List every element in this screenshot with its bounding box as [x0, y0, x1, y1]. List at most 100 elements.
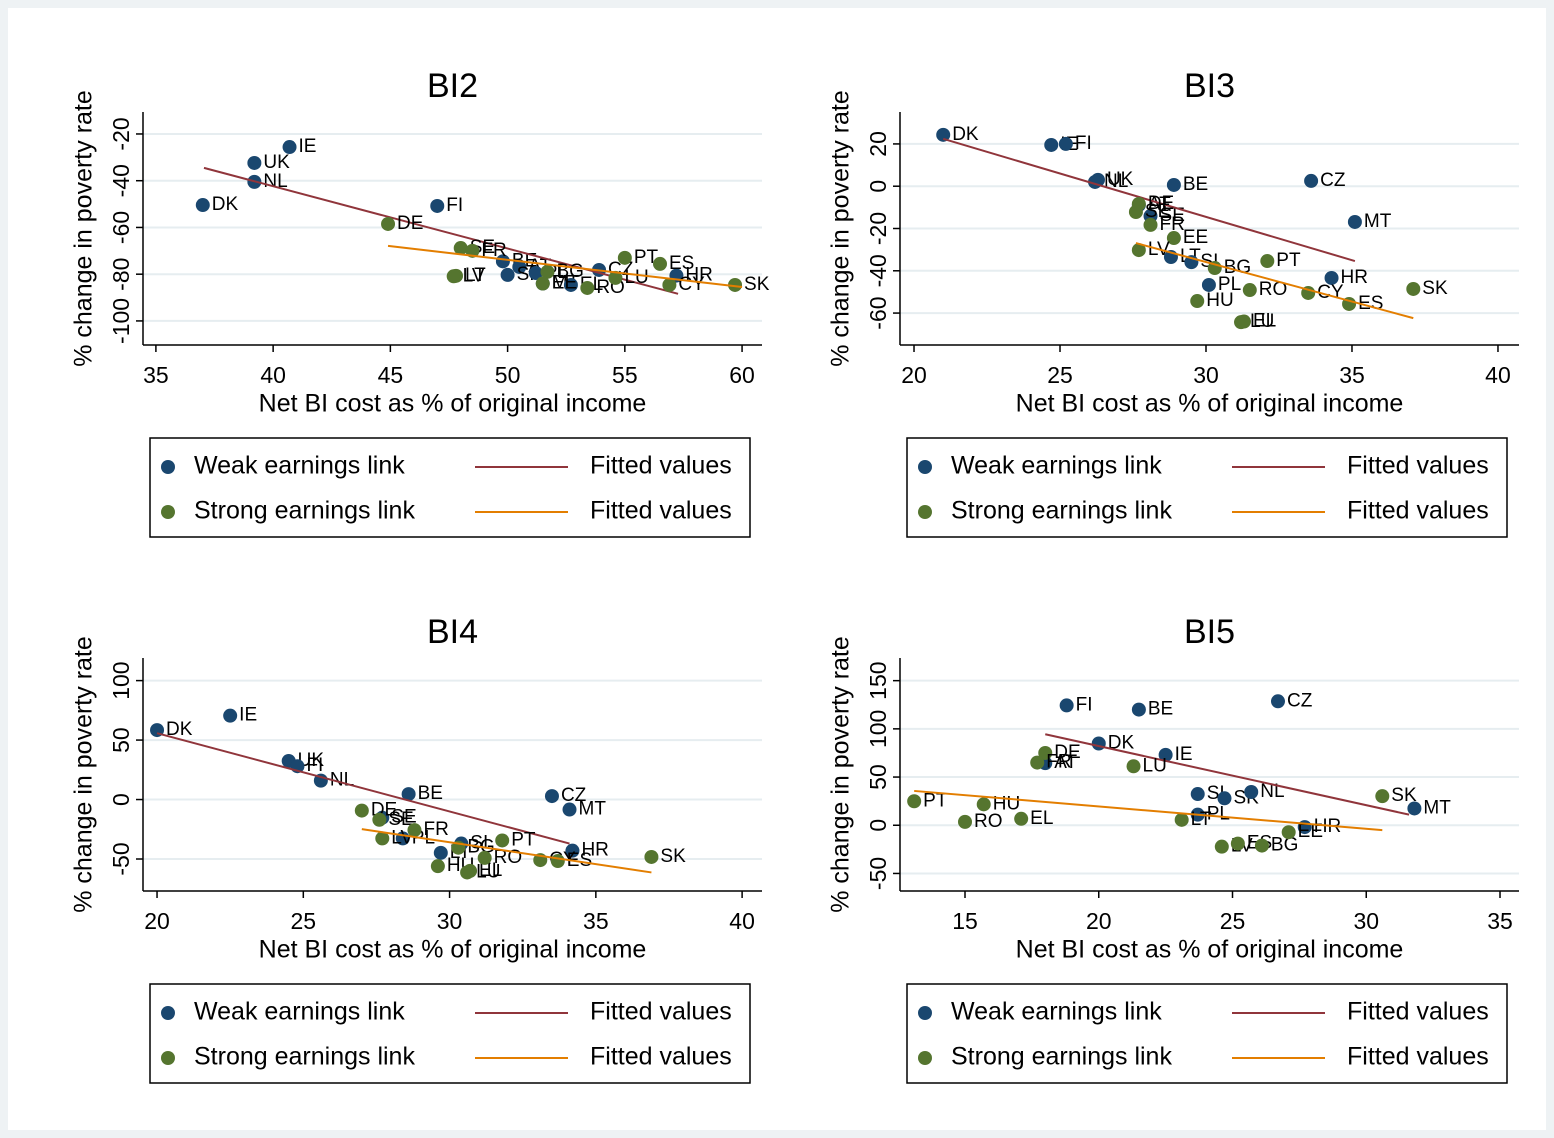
- point: [1166, 177, 1181, 192]
- point: [463, 863, 478, 878]
- legend-marker: [161, 1051, 175, 1065]
- point-label: LU: [476, 861, 500, 882]
- x-tick-label: 30: [437, 908, 463, 934]
- y-tick-label: 0: [865, 819, 891, 832]
- point-label: NL: [330, 770, 354, 791]
- point-label: SK: [1422, 278, 1448, 299]
- point-label: RO: [974, 811, 1003, 832]
- legend-label: Strong earnings link: [951, 497, 1172, 525]
- point-label: EL: [479, 860, 502, 881]
- point: [1304, 173, 1319, 188]
- x-tick-label: 35: [583, 908, 609, 934]
- point: [407, 823, 422, 838]
- y-tick-label: 20: [865, 131, 891, 157]
- point: [535, 276, 550, 291]
- x-tick-label: 30: [1193, 362, 1219, 388]
- point-label: FR: [1046, 752, 1071, 773]
- point: [565, 843, 580, 858]
- point: [430, 198, 445, 213]
- x-tick-label: 25: [291, 908, 317, 934]
- x-tick-label: 55: [612, 362, 638, 388]
- x-tick-label: 35: [1487, 908, 1513, 934]
- point-label: DE: [1148, 193, 1174, 214]
- point: [1406, 281, 1421, 296]
- point: [728, 277, 743, 292]
- point-label: DE: [397, 213, 423, 234]
- point: [477, 850, 492, 865]
- point-label: LU: [1250, 311, 1274, 332]
- point-label: IE: [1175, 744, 1193, 765]
- point: [1143, 217, 1158, 232]
- legend-marker: [161, 505, 175, 519]
- legend-label: Strong earnings link: [951, 1043, 1172, 1071]
- legend-label: Fitted values: [590, 497, 732, 525]
- point-label: PL: [1207, 804, 1230, 825]
- point-label: LT: [1191, 809, 1212, 830]
- point: [544, 789, 559, 804]
- point-label: LT: [465, 265, 486, 286]
- point: [936, 127, 951, 142]
- x-tick-label: 20: [1086, 908, 1112, 934]
- legend-marker: [918, 1006, 932, 1020]
- y-tick-label: 100: [865, 710, 891, 748]
- point-label: LV: [391, 827, 413, 848]
- point-label: MT: [1364, 211, 1392, 232]
- point-label: AT: [1148, 194, 1171, 215]
- point-label: EL: [1253, 311, 1276, 332]
- x-tick-label: 20: [144, 908, 170, 934]
- point-label: FI: [1075, 133, 1092, 154]
- fitted-line: [1135, 242, 1414, 320]
- y-tick-label: -20: [108, 117, 134, 150]
- background: [8, 8, 1546, 1130]
- x-axis-label: Net BI cost as % of original income: [1016, 390, 1404, 418]
- point: [195, 198, 210, 213]
- point: [1190, 294, 1205, 309]
- point-label: DK: [212, 194, 239, 215]
- point: [1214, 839, 1229, 854]
- point-label: BE: [418, 783, 443, 804]
- point-label: ES: [669, 253, 694, 274]
- point: [223, 708, 238, 723]
- point-label: NL: [1104, 171, 1128, 192]
- y-axis-label: % change in poverty rate: [827, 636, 855, 913]
- point-label: SE: [1160, 205, 1185, 226]
- legend-marker: [161, 460, 175, 474]
- point: [247, 155, 262, 170]
- point: [1242, 283, 1257, 298]
- point: [1128, 205, 1143, 220]
- point: [563, 277, 578, 292]
- x-tick-label: 40: [1485, 362, 1511, 388]
- y-tick-label: -100: [108, 298, 134, 344]
- point: [1244, 784, 1259, 799]
- point-label: HU: [1206, 290, 1233, 311]
- x-tick-label: 35: [1339, 362, 1365, 388]
- point: [1407, 801, 1422, 816]
- point-label: FI: [306, 755, 323, 776]
- legend-box: [149, 983, 751, 1084]
- point-label: ES: [567, 850, 592, 871]
- x-axis-label: Net BI cost as % of original income: [259, 390, 647, 418]
- point-label: LU: [1143, 755, 1167, 776]
- legend-marker: [918, 460, 932, 474]
- point-label: SK: [744, 274, 770, 295]
- legend-label: Weak earnings link: [194, 998, 405, 1026]
- panel-title: BI4: [427, 613, 478, 651]
- y-tick-label: 0: [108, 793, 134, 806]
- legend-label: Weak earnings link: [951, 998, 1162, 1026]
- x-tick-label: 35: [143, 362, 169, 388]
- point: [1091, 736, 1106, 751]
- x-tick-label: 25: [1220, 908, 1246, 934]
- point: [495, 254, 510, 269]
- point: [433, 845, 448, 860]
- point-label: UK: [1107, 169, 1134, 190]
- point: [1260, 254, 1275, 269]
- y-tick-label: -20: [865, 212, 891, 245]
- point-label: IE: [299, 136, 317, 157]
- point: [453, 241, 468, 256]
- point-label: DK: [952, 124, 979, 145]
- y-tick-label: -60: [865, 296, 891, 329]
- x-tick-label: 20: [901, 362, 927, 388]
- x-tick-label: 40: [260, 362, 286, 388]
- point: [1131, 243, 1146, 258]
